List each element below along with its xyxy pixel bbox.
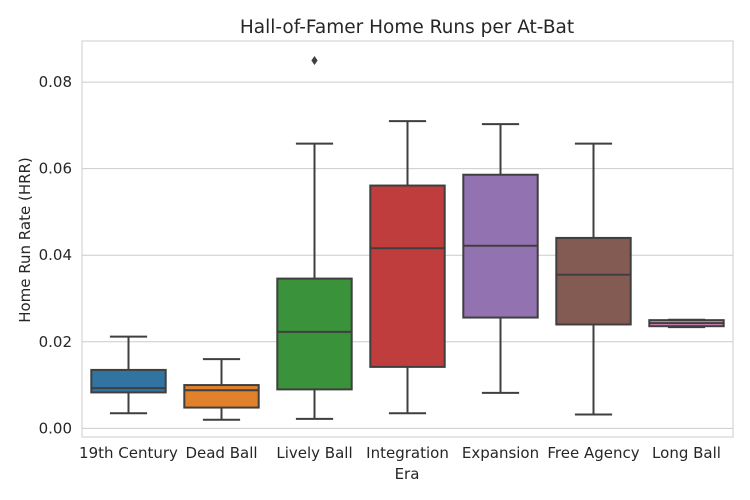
y-tick-label: 0.04 [39, 246, 72, 264]
x-tick-label: Expansion [462, 444, 539, 462]
x-tick-label: Long Ball [652, 444, 721, 462]
iqr-box [90, 368, 167, 394]
box-dead-ball [183, 358, 260, 421]
y-tick-label: 0.02 [39, 333, 72, 351]
chart-title: Hall-of-Famer Home Runs per At-Bat [240, 17, 574, 38]
box-free-agency [555, 142, 632, 416]
x-tick-label: Free Agency [547, 444, 639, 462]
x-tick-label: Dead Ball [185, 444, 257, 462]
y-tick-label: 0.06 [39, 160, 72, 178]
y-tick-labels: 0.00 0.02 0.04 0.06 0.08 [39, 73, 72, 437]
x-tick-label: Lively Ball [276, 444, 352, 462]
plot-area-frame [81, 40, 734, 438]
y-axis-label: Home Run Rate (HRR) [16, 157, 34, 323]
iqr-box [369, 184, 446, 368]
box-lively-ball [276, 55, 353, 420]
box-19th-century [90, 335, 167, 415]
box-expansion [462, 123, 539, 394]
iqr-box [276, 277, 353, 391]
boxes [90, 55, 725, 421]
x-tick-label: Integration [366, 444, 449, 462]
iqr-box [555, 236, 632, 326]
x-tick-labels: 19th Century Dead Ball Lively Ball Integrat… [79, 444, 721, 462]
box-integration [369, 120, 446, 415]
iqr-box [183, 384, 260, 409]
x-axis-label: Era [395, 465, 420, 483]
y-tick-label: 0.00 [39, 419, 72, 437]
x-tick-label: 19th Century [79, 444, 178, 462]
outlier-point [311, 55, 318, 65]
box-long-ball [648, 318, 725, 329]
y-tick-label: 0.08 [39, 73, 72, 91]
